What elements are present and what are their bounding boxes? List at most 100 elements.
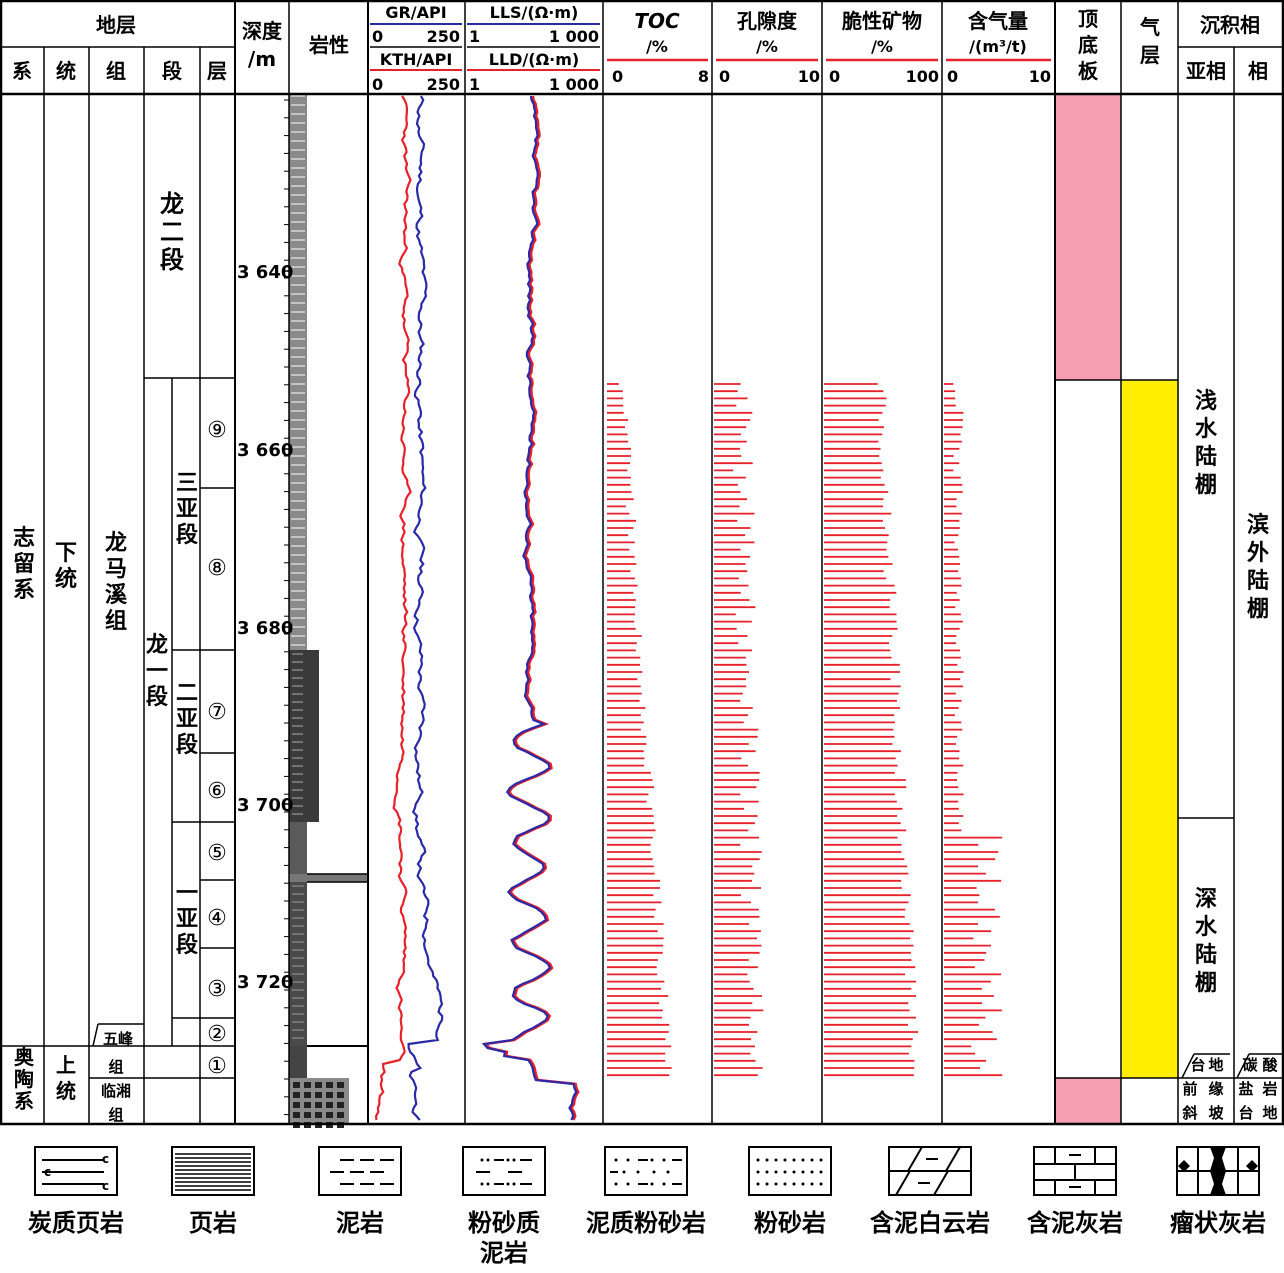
legend-label: 泥岩 <box>336 1209 384 1237</box>
svg-text:溪: 溪 <box>105 583 128 608</box>
toc-unit: /% <box>646 37 668 56</box>
roof-plate-fill <box>1056 94 1121 380</box>
svg-text:深: 深 <box>1195 887 1217 912</box>
legend-item: 泥质粉砂岩 <box>566 1140 726 1270</box>
argillaceous-siltstone-icon <box>604 1146 688 1196</box>
subfacies-platform-slope-char: 缘 <box>1208 1080 1223 1098</box>
svg-text:龙: 龙 <box>160 190 184 218</box>
member-header: 段 <box>162 59 182 83</box>
shale-icon <box>171 1146 255 1196</box>
toc-max: 8 <box>698 67 709 86</box>
gas-content-label: 含气量 <box>968 9 1028 33</box>
well-log-diagram: 地层 系 统 组 段 层 深度 /m 岩性 GR/API 0 250 KTH/A… <box>0 0 1284 1128</box>
depth-tick-label: 3 660 <box>237 440 293 461</box>
svg-text:系: 系 <box>14 1089 34 1113</box>
svg-text:龙: 龙 <box>105 531 127 556</box>
svg-text:段: 段 <box>160 246 184 274</box>
legend-label: 粉砂质 泥岩 <box>468 1209 540 1267</box>
svg-text:马: 马 <box>105 557 127 582</box>
lld-label: LLD/(Ω·m) <box>489 50 580 69</box>
svg-text:c: c <box>102 1152 109 1166</box>
svg-text:统: 统 <box>56 1079 76 1103</box>
depth-tick-label: 3 700 <box>237 795 293 816</box>
por-max: 10 <box>798 67 820 86</box>
svg-text:组: 组 <box>105 608 127 634</box>
legend-item: 含泥白云岩 <box>850 1140 1010 1270</box>
brit-min: 0 <box>829 67 840 86</box>
depth-header: 深度 <box>242 19 283 43</box>
lls-label: LLS/(Ω·m) <box>490 3 579 22</box>
svg-text:陶: 陶 <box>14 1067 34 1091</box>
strata-labels: 志留系奥陶系下统上统龙马溪组龙二段龙一段三亚段二亚段一亚段浅水陆棚深水陆棚滨外陆… <box>13 190 1279 1124</box>
layer-number: ⑦ <box>207 700 227 725</box>
subfacies-header: 亚相 <box>1186 59 1226 83</box>
legend-item: 含泥灰岩 <box>995 1140 1155 1270</box>
svg-text:c: c <box>102 1179 109 1193</box>
brittle-unit: /% <box>871 37 893 56</box>
gas-max: 10 <box>1029 67 1051 86</box>
gr-label: GR/API <box>385 3 446 22</box>
series-lower: 下统 <box>55 541 77 592</box>
layer-number: ⑥ <box>207 779 227 804</box>
legend-item: 瘤状灰岩 <box>1138 1140 1284 1270</box>
subfacies-platform-slope-char: 坡 <box>1208 1104 1223 1122</box>
formation-wufeng-1: 五峰 <box>103 1030 134 1048</box>
gr-min: 0 <box>372 27 383 46</box>
svg-text:留: 留 <box>13 551 35 577</box>
porosity-label: 孔隙度 <box>737 9 798 33</box>
layer-number: ⑧ <box>207 556 227 581</box>
kth-max: 250 <box>427 75 460 94</box>
subfacies-platform-slope-char: 斜 <box>1181 1104 1197 1122</box>
svg-text:三: 三 <box>176 471 198 496</box>
mudstone-icon <box>318 1146 402 1196</box>
svg-text:上: 上 <box>56 1053 76 1077</box>
legend-item: 页岩 <box>133 1140 293 1270</box>
svg-text:段: 段 <box>176 732 198 758</box>
svg-text:浅: 浅 <box>1195 389 1217 414</box>
lls-max: 1 000 <box>549 27 599 46</box>
svg-text:段: 段 <box>176 932 198 958</box>
floor-plate-fill <box>1056 1078 1121 1124</box>
facies-carbonate-platform-char: 盐 <box>1238 1080 1253 1098</box>
svg-text:二: 二 <box>160 218 184 246</box>
svg-text:志: 志 <box>13 526 35 551</box>
toc-label: TOC <box>634 9 680 33</box>
submember-3: 三亚段 <box>176 471 198 548</box>
kth-curve <box>374 95 412 1121</box>
svg-text:c: c <box>44 1165 51 1179</box>
layer-header: 层 <box>207 59 227 83</box>
svg-text:龙: 龙 <box>146 633 168 658</box>
facies-carbonate-platform-char: 台 <box>1238 1104 1253 1122</box>
svg-text:奥: 奥 <box>14 1045 35 1069</box>
series-header: 统 <box>56 59 76 83</box>
lithology-header: 岩性 <box>308 33 349 57</box>
svg-text:水: 水 <box>1195 417 1218 442</box>
svg-text:二: 二 <box>176 681 198 706</box>
submember-1: 一亚段 <box>176 881 198 958</box>
svg-text:陆: 陆 <box>1247 569 1269 594</box>
facies-col-header: 相 <box>1248 59 1268 83</box>
facies-carbonate-platform-char: 酸 <box>1262 1056 1278 1074</box>
depth-tick-label: 3 680 <box>237 618 293 639</box>
svg-text:段: 段 <box>176 522 198 548</box>
svg-text:一: 一 <box>146 659 168 684</box>
depth-tick-label: 3 720 <box>237 972 293 993</box>
toc-min: 0 <box>612 67 623 86</box>
submember-2: 二亚段 <box>176 681 198 758</box>
legend: c c c 炭质页岩 页岩 泥岩 粉砂质 泥岩 泥质粉砂岩 粉砂岩 含泥白云岩 含泥灰岩 瘤状灰岩 <box>0 1140 1284 1270</box>
system-header: 系 <box>12 59 32 83</box>
formation-linxiang-2: 组 <box>108 1106 123 1124</box>
brittle-label: 脆性矿物 <box>842 9 922 33</box>
svg-text:统: 统 <box>55 566 77 592</box>
roof-label-2: 底 <box>1078 33 1098 57</box>
legend-label: 炭质页岩 <box>28 1209 124 1237</box>
subfacies-platform-slope-char: 台 <box>1190 1056 1205 1074</box>
layer-number: ⑤ <box>207 841 227 866</box>
siltstone-icon <box>748 1146 832 1196</box>
subfacies-platform-slope-char: 地 <box>1208 1056 1223 1074</box>
argillaceous-dolomite-icon <box>888 1146 972 1196</box>
gas-layer-fill <box>1122 380 1178 1078</box>
gaslayer-label-2: 层 <box>1140 43 1160 67</box>
svg-text:下: 下 <box>55 541 77 566</box>
